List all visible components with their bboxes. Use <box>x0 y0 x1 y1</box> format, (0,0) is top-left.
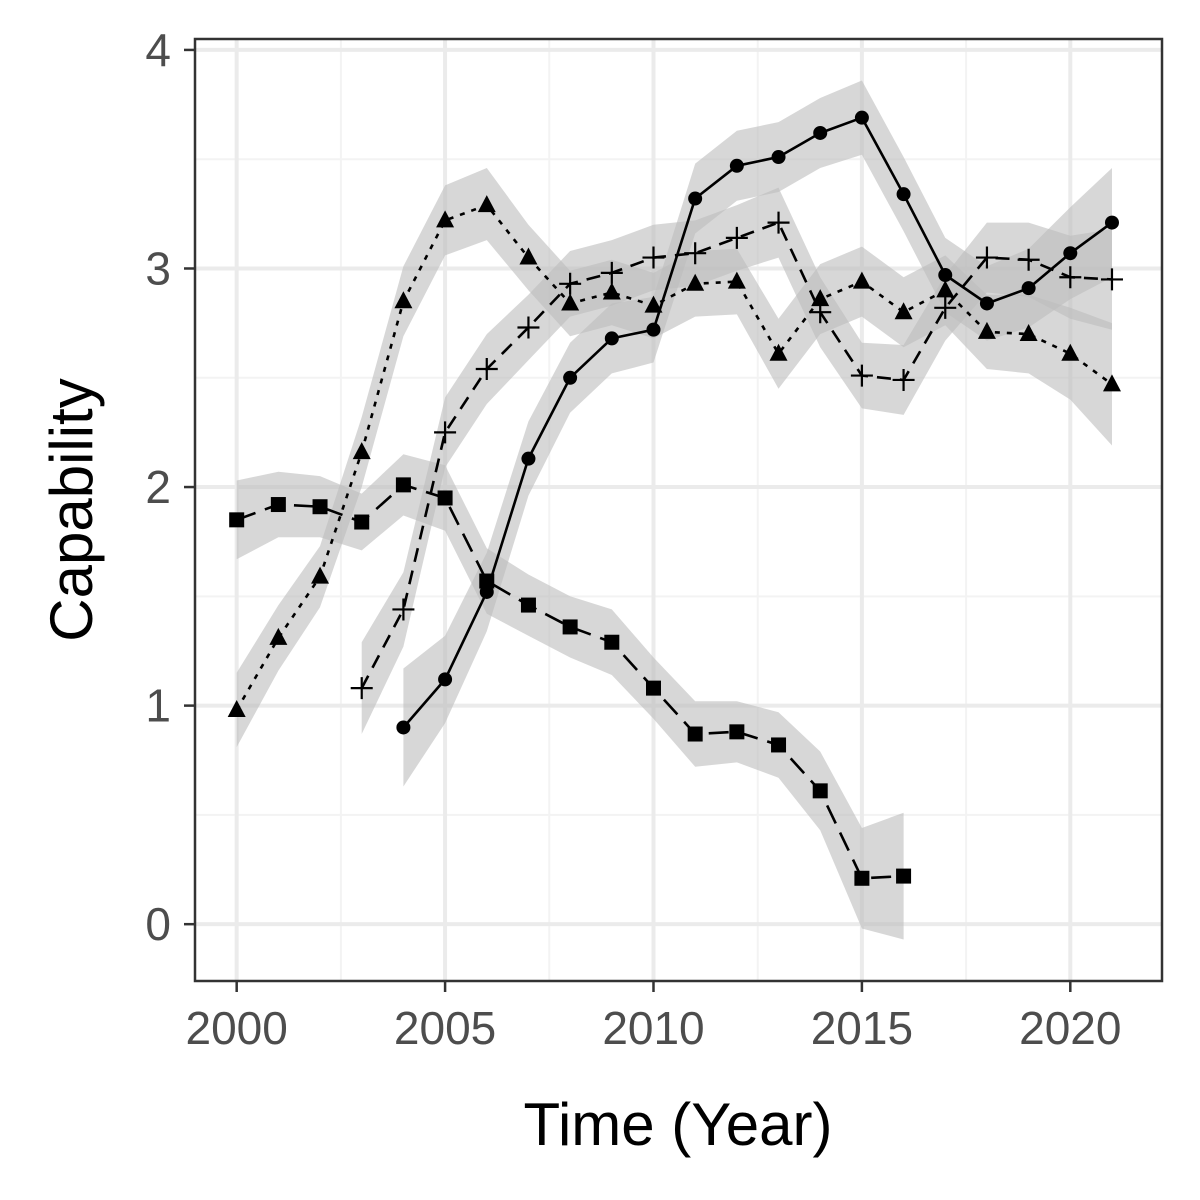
data-point-triangle <box>477 195 496 213</box>
data-point-plus <box>475 358 498 381</box>
data-point-square <box>270 497 286 513</box>
data-point-square <box>645 680 661 696</box>
data-point-plus <box>809 301 832 324</box>
data-point-plus <box>559 272 582 295</box>
data-point-plus <box>975 246 998 269</box>
data-point-triangle <box>894 302 913 320</box>
data-point-plus <box>850 364 873 387</box>
data-point-circle <box>938 268 953 283</box>
data-point-triangle <box>936 280 955 298</box>
data-point-circle <box>563 370 578 385</box>
data-point-plus <box>767 211 790 234</box>
data-point-plus <box>1100 268 1123 291</box>
x-tick-label: 2020 <box>1019 1002 1121 1054</box>
data-point-circle <box>1063 246 1078 261</box>
y-axis-title: Capability <box>38 378 105 641</box>
data-point-plus <box>600 261 623 284</box>
data-point-circle <box>1021 281 1036 296</box>
data-point-triangle <box>977 321 996 339</box>
data-point-triangle <box>852 271 871 289</box>
data-point-circle <box>854 110 869 125</box>
series-square-line <box>236 483 904 880</box>
series-square-band <box>236 454 904 940</box>
data-point-triangle <box>519 247 538 265</box>
data-point-triangle <box>227 699 246 717</box>
x-tick-label: 2010 <box>602 1002 704 1054</box>
data-point-plus <box>434 421 457 444</box>
data-point-circle <box>1104 215 1119 230</box>
data-point-triangle <box>602 282 621 300</box>
data-point-triangle <box>1102 374 1121 392</box>
data-point-circle <box>729 158 744 173</box>
data-point-circle <box>771 150 786 165</box>
data-point-circle <box>646 322 661 337</box>
data-point-plus <box>642 246 665 269</box>
data-point-plus <box>350 677 373 700</box>
data-point-circle <box>979 296 994 311</box>
series-markers <box>227 110 1123 886</box>
data-point-triangle <box>311 566 330 584</box>
y-tick-label: 2 <box>145 461 171 513</box>
data-point-circle <box>813 125 828 140</box>
data-point-plus <box>725 226 748 249</box>
data-point-triangle <box>269 627 288 645</box>
data-point-square <box>479 573 495 589</box>
data-point-triangle <box>1061 343 1080 361</box>
panel-border <box>193 37 1164 983</box>
data-point-circle <box>521 451 536 466</box>
data-point-plus <box>1059 266 1082 289</box>
series-triangle-line <box>235 203 1113 711</box>
data-point-square <box>437 490 453 506</box>
y-tick-label: 3 <box>145 242 171 294</box>
data-point-square <box>771 737 787 753</box>
data-point-square <box>312 499 328 515</box>
data-point-square <box>562 619 578 635</box>
x-axis-title: Time (Year) <box>524 1091 833 1158</box>
data-point-plus <box>892 368 915 391</box>
y-tick-label: 4 <box>145 24 171 76</box>
data-point-square <box>520 597 536 613</box>
x-tick-label: 2005 <box>394 1002 496 1054</box>
y-tick-label: 1 <box>145 680 171 732</box>
data-point-square <box>896 868 912 884</box>
data-point-triangle <box>394 291 413 309</box>
series-triangle-band <box>236 168 1112 748</box>
data-point-triangle <box>727 271 746 289</box>
series-plus-band <box>361 187 1112 735</box>
data-point-square <box>354 514 370 530</box>
data-point-square <box>812 783 828 799</box>
axes: 2000 2005 2010 2015 2020 0 1 2 3 4 <box>145 24 1121 1054</box>
data-point-triangle <box>561 293 580 311</box>
data-point-circle <box>896 187 911 202</box>
data-point-square <box>604 634 620 650</box>
data-point-triangle <box>686 273 705 291</box>
data-point-plus <box>517 316 540 339</box>
x-tick-label: 2000 <box>186 1002 288 1054</box>
data-point-square <box>687 726 703 742</box>
data-point-square <box>854 870 870 886</box>
y-tick-label: 0 <box>145 898 171 950</box>
data-point-square <box>729 724 745 740</box>
series-circle-line <box>402 116 1113 729</box>
data-point-square <box>395 477 411 493</box>
data-point-plus <box>1017 248 1040 271</box>
data-point-circle <box>604 331 619 346</box>
data-point-triangle <box>1019 324 1038 342</box>
x-tick-label: 2015 <box>811 1002 913 1054</box>
data-point-triangle <box>644 295 663 313</box>
data-point-triangle <box>769 343 788 361</box>
data-point-plus <box>934 296 957 319</box>
data-point-square <box>229 512 245 528</box>
data-point-circle <box>396 720 411 735</box>
data-point-plus <box>684 242 707 265</box>
data-point-triangle <box>352 442 371 460</box>
data-point-circle <box>479 584 494 599</box>
data-point-triangle <box>436 210 455 228</box>
data-point-circle <box>438 672 453 687</box>
data-point-plus <box>392 598 415 621</box>
data-point-circle <box>688 191 703 206</box>
data-point-triangle <box>811 289 830 307</box>
